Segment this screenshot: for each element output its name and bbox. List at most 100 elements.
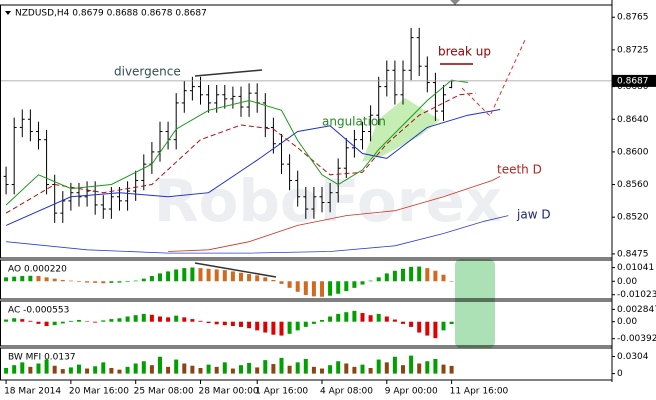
histogram-bar xyxy=(198,320,203,322)
histogram-bar xyxy=(336,281,341,294)
histogram-bar xyxy=(401,365,406,374)
histogram-bar xyxy=(182,317,187,322)
histogram-bar xyxy=(190,267,195,282)
histogram-bar xyxy=(336,361,341,374)
panel-frame xyxy=(0,4,613,259)
histogram-bar xyxy=(174,269,179,282)
histogram-bar xyxy=(141,361,146,374)
histogram-bar xyxy=(125,366,130,374)
histogram-bar xyxy=(166,317,171,322)
histogram-bar xyxy=(76,319,81,322)
panel-title: BW MFI 0.0137 xyxy=(8,353,76,363)
histogram-bar xyxy=(182,268,187,282)
histogram-bar xyxy=(238,272,243,282)
histogram-bar xyxy=(230,321,235,327)
histogram-bar xyxy=(238,321,243,327)
indicator-line xyxy=(6,215,509,254)
histogram-bar xyxy=(384,273,389,282)
histogram-bar xyxy=(319,319,324,322)
histogram-bar xyxy=(409,321,414,327)
menu-arrow[interactable] xyxy=(5,11,11,15)
histogram-bar xyxy=(433,270,438,282)
shift-marker xyxy=(450,0,460,5)
indicator-line xyxy=(5,79,468,206)
histogram-bar xyxy=(392,356,397,374)
indicator-line xyxy=(5,109,501,226)
panel-title: AO 0.000220 xyxy=(8,265,67,275)
histogram-bar xyxy=(52,278,57,282)
histogram-bar xyxy=(376,277,381,282)
histogram-bar xyxy=(441,364,446,374)
histogram-bar xyxy=(368,367,373,374)
histogram-bar xyxy=(311,321,316,324)
histogram-bar xyxy=(319,281,324,297)
histogram-bar xyxy=(336,313,341,322)
highlight-box xyxy=(455,259,495,348)
annotation: break up xyxy=(438,45,491,59)
histogram-bar xyxy=(36,276,41,282)
histogram-bar xyxy=(279,321,284,336)
y-tick-label: 0.8560 xyxy=(617,180,649,190)
histogram-bar xyxy=(109,367,114,374)
histogram-bar xyxy=(214,366,219,374)
watermark: RoboForex xyxy=(154,167,502,235)
histogram-bar xyxy=(174,359,179,374)
histogram-bar xyxy=(279,281,284,284)
histogram-bar xyxy=(166,366,171,374)
chart-title: NZDUSD,H4 0.8679 0.8688 0.8678 0.8687 xyxy=(15,9,207,19)
histogram-bar xyxy=(68,320,73,322)
histogram-bar xyxy=(149,276,154,282)
histogram-bar xyxy=(214,321,219,325)
histogram-bar xyxy=(287,365,292,374)
histogram-bar xyxy=(441,274,446,282)
histogram-bar xyxy=(28,275,33,282)
histogram-bar xyxy=(425,268,430,282)
histogram-bar xyxy=(222,321,227,326)
y-tick-label: 0.8640 xyxy=(617,115,649,125)
histogram-bar xyxy=(28,366,33,374)
histogram-bar xyxy=(20,319,25,322)
histogram-bar xyxy=(449,280,454,282)
histogram-bar xyxy=(149,314,154,322)
histogram-bar xyxy=(441,321,446,331)
histogram-bar xyxy=(101,362,106,374)
histogram-bar xyxy=(401,321,406,324)
histogram-bar xyxy=(52,321,57,326)
histogram-bar xyxy=(263,360,268,374)
histogram-bar xyxy=(295,321,300,331)
histogram-bar xyxy=(263,321,268,333)
x-tick-label: 1 Apr 16:00 xyxy=(255,387,308,397)
y-tick-label: 0.0304 xyxy=(617,352,649,362)
histogram-bar xyxy=(12,365,17,374)
histogram-bar xyxy=(141,278,146,282)
histogram-bar xyxy=(117,369,122,374)
histogram-bar xyxy=(68,367,73,374)
histogram-bar xyxy=(101,320,106,322)
histogram-bar xyxy=(157,273,162,282)
histogram-bar xyxy=(222,270,227,282)
histogram-bar xyxy=(20,276,25,282)
histogram-bar xyxy=(295,281,300,292)
histogram-bar xyxy=(384,316,389,322)
histogram-bar xyxy=(417,266,422,282)
histogram-bar xyxy=(263,277,268,282)
histogram-bar xyxy=(93,366,98,374)
histogram-bar xyxy=(44,277,49,282)
y-tick-label: -0.01023 xyxy=(617,290,656,300)
histogram-bar xyxy=(85,281,90,283)
indicator-line xyxy=(5,92,476,214)
histogram-bar xyxy=(409,355,414,374)
histogram-bar xyxy=(271,364,276,374)
histogram-bar xyxy=(433,321,438,339)
histogram-bar xyxy=(166,271,171,282)
x-tick-label: 18 Mar 2014 xyxy=(4,387,61,397)
histogram-bar xyxy=(287,321,292,334)
y-tick-label: 0.8765 xyxy=(617,13,649,23)
histogram-bar xyxy=(328,281,333,296)
histogram-bar xyxy=(433,359,438,374)
histogram-bar xyxy=(149,365,154,374)
histogram-bar xyxy=(230,368,235,374)
histogram-bar xyxy=(360,281,365,285)
current-price-box xyxy=(612,74,656,87)
